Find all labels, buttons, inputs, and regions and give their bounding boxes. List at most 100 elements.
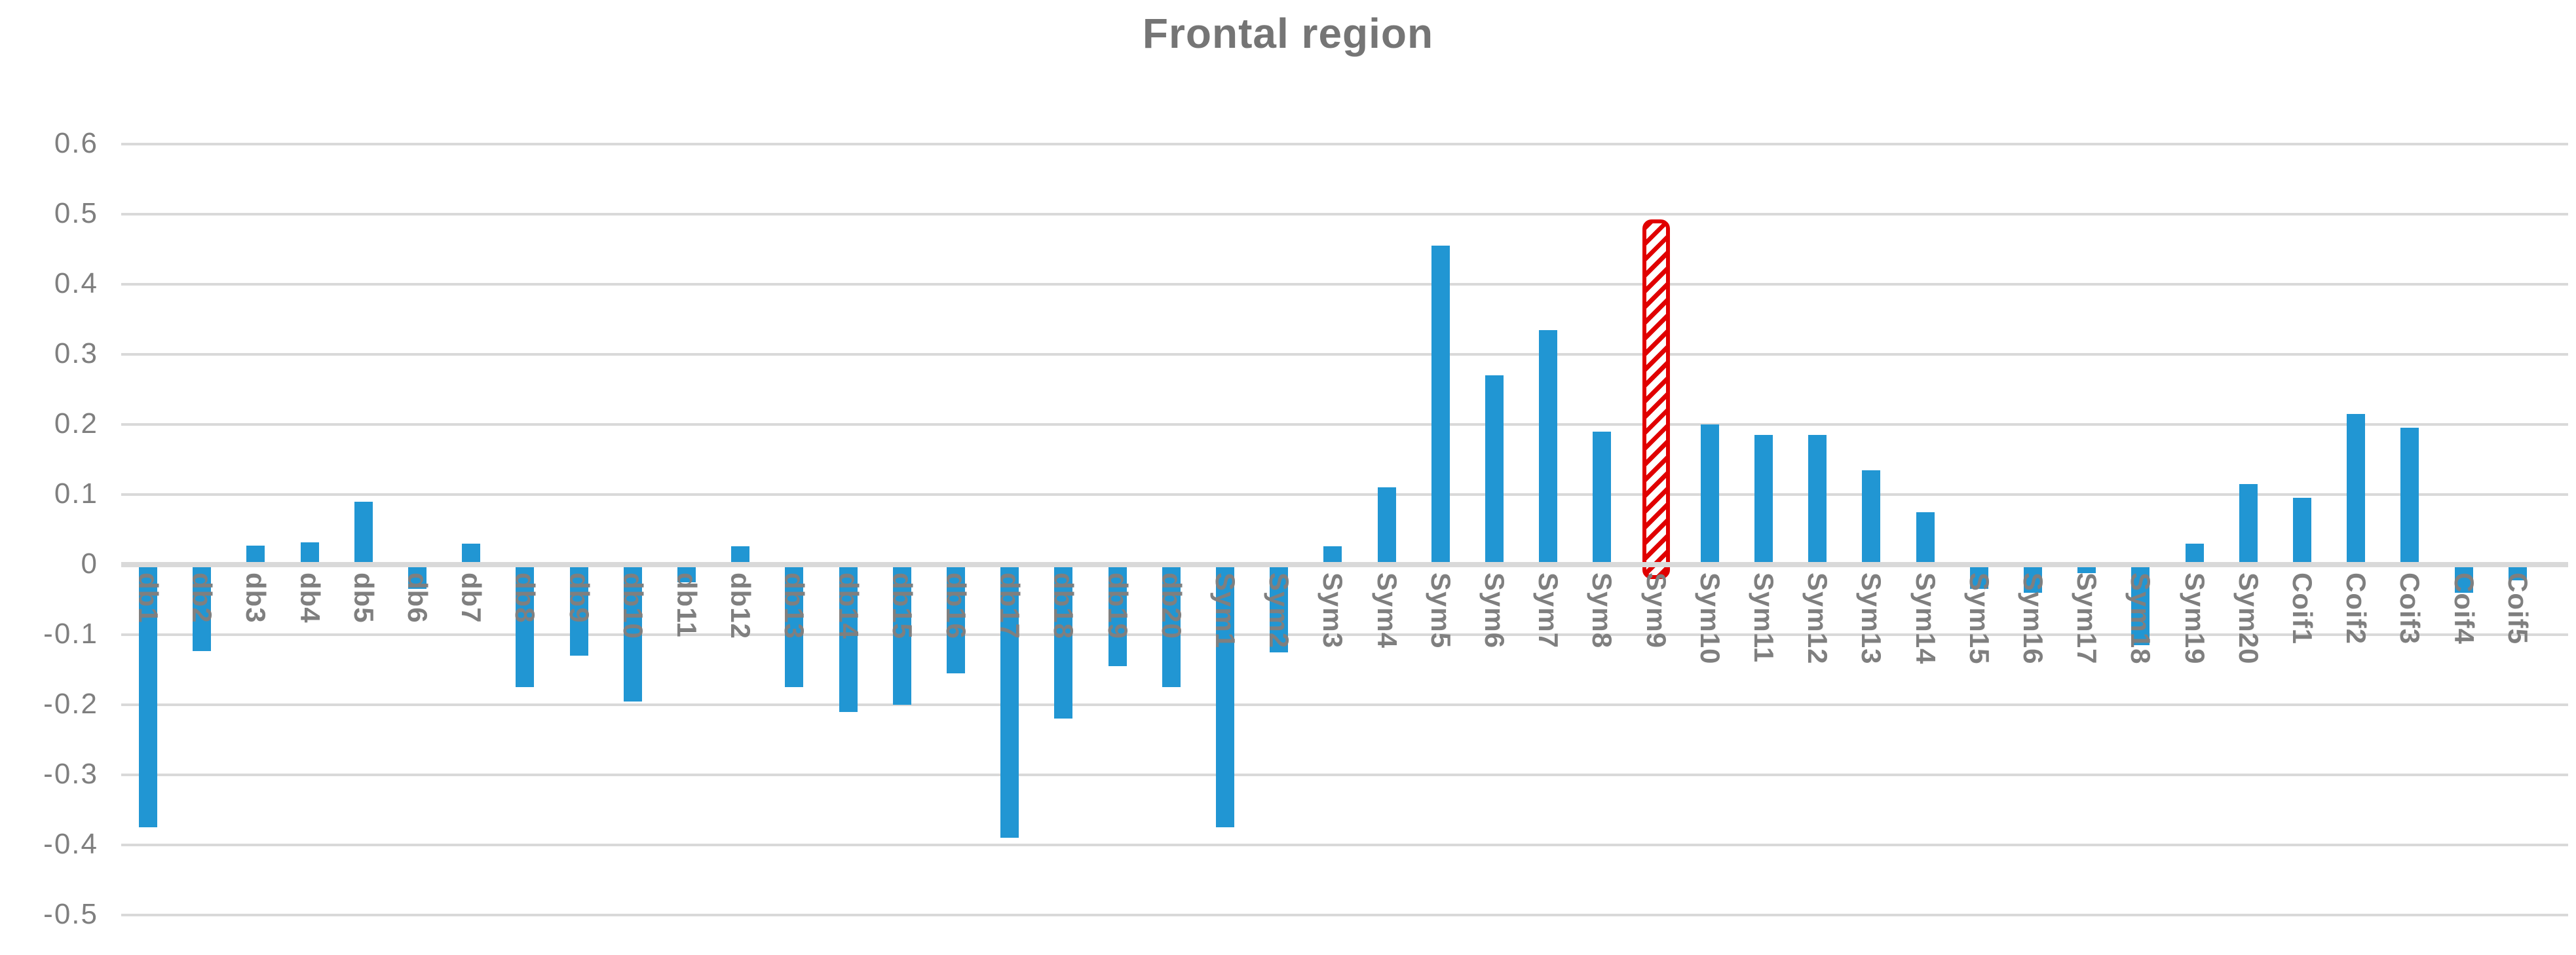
bar-sym4[interactable] bbox=[1377, 487, 1396, 562]
bar-db9[interactable] bbox=[569, 567, 588, 656]
bar-db13[interactable] bbox=[785, 567, 804, 688]
category-label-db12: db12 bbox=[725, 572, 757, 640]
gridline bbox=[121, 914, 2568, 916]
category-label-sym17: Sym17 bbox=[2072, 572, 2103, 665]
bar-coif3[interactable] bbox=[2400, 428, 2419, 562]
category-label-sym4: Sym4 bbox=[1371, 572, 1403, 649]
y-tick-label: -0.2 bbox=[43, 688, 98, 720]
category-label-sym15: Sym15 bbox=[1963, 572, 1995, 665]
bar-db17[interactable] bbox=[1000, 567, 1019, 838]
bar-db14[interactable] bbox=[839, 567, 858, 712]
category-label-db5: db5 bbox=[348, 572, 379, 624]
y-tick-label: -0.1 bbox=[43, 618, 98, 650]
bar-db19[interactable] bbox=[1108, 567, 1127, 667]
category-label-db14: db14 bbox=[833, 572, 864, 640]
bar-coif2[interactable] bbox=[2347, 413, 2366, 562]
bar-db7[interactable] bbox=[462, 543, 481, 562]
bar-sym20[interactable] bbox=[2239, 483, 2258, 562]
category-label-coif4: Coif4 bbox=[2448, 572, 2480, 645]
category-label-sym16: Sym16 bbox=[2018, 572, 2049, 665]
bar-sym13[interactable] bbox=[1862, 470, 1881, 562]
y-tick-label: -0.3 bbox=[43, 758, 98, 790]
category-label-sym3: Sym3 bbox=[1317, 572, 1349, 649]
bar-db20[interactable] bbox=[1162, 567, 1181, 688]
highlighted-bar-sym9[interactable] bbox=[1642, 219, 1670, 579]
y-tick-label: 0.1 bbox=[54, 478, 98, 510]
bar-sym18[interactable] bbox=[2131, 567, 2150, 646]
y-tick-label: 0.4 bbox=[54, 267, 98, 299]
category-label-db4: db4 bbox=[294, 572, 326, 624]
bar-sym10[interactable] bbox=[1700, 424, 1719, 562]
bar-sym1[interactable] bbox=[1216, 567, 1234, 828]
bar-coif1[interactable] bbox=[2293, 498, 2311, 562]
bar-sym19[interactable] bbox=[2185, 543, 2204, 562]
y-tick-label: 0.2 bbox=[54, 407, 98, 440]
bar-coif5[interactable] bbox=[2508, 567, 2527, 580]
bar-sym6[interactable] bbox=[1485, 375, 1504, 562]
bar-db15[interactable] bbox=[892, 567, 911, 705]
category-label-db19: db19 bbox=[1102, 572, 1133, 640]
category-label-sym7: Sym7 bbox=[1533, 572, 1564, 649]
category-label-db6: db6 bbox=[402, 572, 433, 624]
category-label-sym2: Sym2 bbox=[1264, 572, 1295, 649]
category-label-coif3: Coif3 bbox=[2395, 572, 2426, 645]
category-label-sym11: Sym11 bbox=[1749, 572, 1779, 664]
category-label-sym8: Sym8 bbox=[1587, 572, 1618, 649]
category-label-sym13: Sym13 bbox=[1856, 572, 1887, 665]
gridline bbox=[121, 283, 2568, 286]
category-label-sym6: Sym6 bbox=[1479, 572, 1510, 649]
category-label-sym14: Sym14 bbox=[1910, 572, 1941, 665]
category-label-db13: db13 bbox=[779, 572, 810, 640]
y-tick-label: -0.4 bbox=[43, 828, 98, 860]
bar-db4[interactable] bbox=[300, 542, 319, 562]
bar-sym17[interactable] bbox=[2077, 567, 2096, 573]
bar-sym11[interactable] bbox=[1754, 435, 1773, 562]
y-tick-label: -0.5 bbox=[43, 898, 98, 930]
bar-db10[interactable] bbox=[623, 567, 642, 702]
bar-db8[interactable] bbox=[516, 567, 535, 688]
category-label-sym10: Sym10 bbox=[1694, 572, 1726, 665]
category-label-sym9: Sym9 bbox=[1640, 572, 1672, 649]
gridline bbox=[121, 493, 2568, 496]
category-label-db3: db3 bbox=[240, 572, 272, 624]
category-label-sym19: Sym19 bbox=[2179, 572, 2210, 665]
gridline bbox=[121, 423, 2568, 426]
y-tick-label: 0.3 bbox=[54, 337, 98, 369]
category-label-db11: db11 bbox=[672, 572, 702, 638]
bar-sym16[interactable] bbox=[2024, 567, 2042, 593]
bar-db2[interactable] bbox=[193, 567, 212, 651]
bar-sym12[interactable] bbox=[1808, 435, 1827, 562]
category-label-coif2: Coif2 bbox=[2341, 572, 2372, 645]
bar-db3[interactable] bbox=[246, 546, 265, 562]
bar-db18[interactable] bbox=[1054, 567, 1073, 719]
y-tick-label: 0.6 bbox=[54, 127, 98, 159]
bar-db16[interactable] bbox=[947, 567, 965, 673]
bar-sym7[interactable] bbox=[1539, 329, 1558, 562]
bar-sym2[interactable] bbox=[1270, 567, 1289, 652]
category-label-db10: db10 bbox=[617, 572, 649, 640]
bar-db5[interactable] bbox=[354, 501, 373, 562]
category-label-db18: db18 bbox=[1048, 572, 1080, 640]
bar-db11[interactable] bbox=[677, 567, 696, 582]
category-label-coif1: Coif1 bbox=[2287, 572, 2318, 645]
category-label-db9: db9 bbox=[563, 572, 595, 624]
bar-coif4[interactable] bbox=[2454, 567, 2473, 593]
x-axis-line bbox=[121, 562, 2568, 567]
category-label-db2: db2 bbox=[187, 572, 218, 624]
bar-db1[interactable] bbox=[139, 567, 157, 828]
category-label-coif5: Coif5 bbox=[2502, 572, 2533, 645]
gridline bbox=[121, 213, 2568, 215]
bar-sym15[interactable] bbox=[1969, 567, 1988, 590]
category-label-db20: db20 bbox=[1156, 572, 1187, 640]
category-label-db8: db8 bbox=[510, 572, 541, 624]
gridline bbox=[121, 844, 2568, 846]
gridline bbox=[121, 703, 2568, 706]
bar-sym3[interactable] bbox=[1323, 546, 1342, 562]
bar-sym14[interactable] bbox=[1916, 512, 1935, 562]
bar-db6[interactable] bbox=[408, 567, 426, 590]
bar-sym8[interactable] bbox=[1593, 431, 1612, 562]
chart-title: Frontal region bbox=[1142, 10, 1434, 57]
bar-sym5[interactable] bbox=[1431, 246, 1450, 562]
category-label-db7: db7 bbox=[456, 572, 487, 624]
bar-db12[interactable] bbox=[731, 546, 750, 562]
